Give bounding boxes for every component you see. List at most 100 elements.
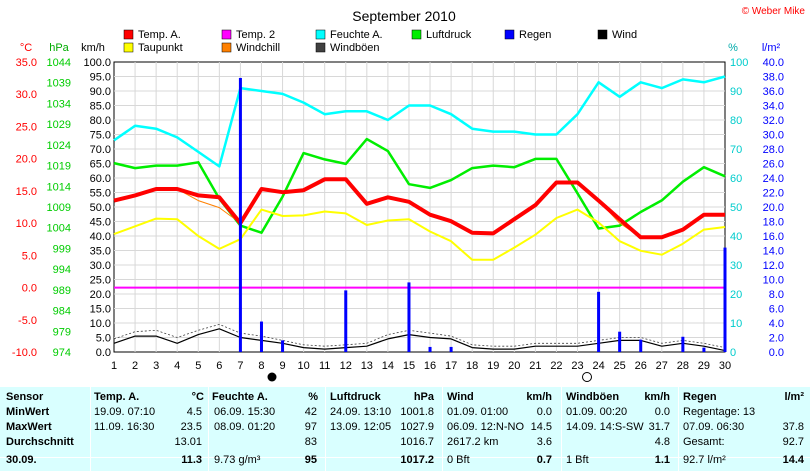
- x-tick-label: 15: [403, 360, 415, 372]
- pressure-tick-label: 1029: [47, 119, 71, 131]
- rain-bar: [702, 347, 706, 352]
- gust-time-cell: 01.09. 00:20: [566, 406, 628, 418]
- table-column-divider: [90, 387, 91, 471]
- legend-swatch: [221, 29, 232, 40]
- rain-bar: [428, 346, 432, 352]
- table-column-divider: [442, 387, 443, 471]
- pressure-time-cell: 24.09. 13:10: [330, 406, 392, 418]
- temp-tick-label: -5.0: [18, 315, 37, 327]
- temp-time-cell: 19.09. 07:10: [94, 406, 156, 418]
- wind-tick-label: 30.0: [90, 260, 111, 272]
- humidity-value-cell: 42: [304, 406, 317, 418]
- temp-tick-label: 5.0: [22, 250, 37, 262]
- rain-bar: [259, 321, 263, 352]
- x-tick-label: 5: [195, 360, 201, 372]
- temp-tick-label: 30.0: [16, 89, 37, 101]
- rain-text-cell: 92.7 l/m²: [683, 454, 726, 466]
- rain-tick-label: 28.0: [763, 144, 784, 156]
- wind-tick-label: 100.0: [83, 57, 111, 69]
- humidity-tick-label: 0: [730, 347, 736, 359]
- table-header-cell: Feuchte A.: [212, 391, 268, 403]
- legend-swatch: [504, 29, 515, 40]
- wind-tick-label: 70.0: [90, 144, 111, 156]
- temp-tick-label: -10.0: [12, 347, 37, 359]
- humidity-tick-label: 80: [730, 115, 742, 127]
- wind-value-cell: 0.0: [536, 406, 552, 418]
- rain-tick-label: 36.0: [763, 86, 784, 98]
- x-tick-label: 2: [132, 360, 138, 372]
- axis-ticks: 35.030.025.020.015.010.05.00.0-5.0-10.01…: [12, 57, 784, 372]
- gust-time-cell: 14.09. 14:S-SW: [566, 421, 644, 433]
- x-tick-label: 21: [529, 360, 541, 372]
- legend-swatch: [315, 42, 326, 53]
- wind-tick-label: 60.0: [90, 173, 111, 185]
- rain-bar: [597, 291, 601, 352]
- humidity-axis-unit: %: [728, 42, 738, 54]
- wind-value-cell: 3.6: [536, 436, 552, 448]
- rain-tick-label: 26.0: [763, 159, 784, 171]
- legend-label: Taupunkt: [138, 42, 183, 54]
- x-tick-label: 1: [111, 360, 117, 372]
- humidity-tick-label: 10: [730, 318, 742, 330]
- x-tick-label: 3: [153, 360, 159, 372]
- copyright-label: © Weber Mike: [742, 6, 806, 17]
- temp-value-cell: 4.5: [186, 406, 202, 418]
- x-tick-label: 12: [340, 360, 352, 372]
- table-column-divider: [208, 387, 209, 471]
- series-temp-a-line: [113, 177, 725, 240]
- statistics-table: Sensor Temp. A. °C Feuchte A.% Luftdruck hPa W…: [0, 387, 810, 471]
- legend-label: Feuchte A.: [330, 29, 383, 41]
- rain-bar: [639, 339, 643, 352]
- rain-tick-label: 18.0: [763, 217, 784, 229]
- x-tick-label: 30: [719, 360, 731, 372]
- humidity-tick-label: 60: [730, 173, 742, 185]
- table-header-cell: %: [308, 391, 318, 403]
- pressure-value-cell: 1027.9: [400, 421, 434, 433]
- rain-bar: [407, 282, 411, 352]
- x-tick-label: 14: [382, 360, 394, 372]
- rain-axis-unit: l/m²: [762, 42, 781, 54]
- x-tick-label: 18: [466, 360, 478, 372]
- rain-tick-label: 0.0: [769, 347, 784, 359]
- rain-tick-label: 14.0: [763, 246, 784, 258]
- legend: Temp. A. Temp. 2 Feuchte A. Luftdruck Regen W…: [123, 29, 637, 54]
- table-header-cell: km/h: [526, 391, 552, 403]
- rain-tick-label: 22.0: [763, 188, 784, 200]
- legend-swatch: [221, 42, 232, 53]
- gust-value-cell: 31.7: [648, 421, 670, 433]
- x-tick-label: 16: [424, 360, 436, 372]
- temp-value-cell: 23.5: [180, 421, 202, 433]
- temp-value-cell: 13.01: [174, 436, 202, 448]
- x-tick-label: 13: [361, 360, 373, 372]
- gust-value-cell: 4.8: [654, 436, 670, 448]
- x-tick-label: 10: [297, 360, 309, 372]
- x-tick-label: 28: [677, 360, 689, 372]
- rain-tick-label: 34.0: [763, 101, 784, 113]
- legend-swatch: [411, 29, 422, 40]
- legend-swatch: [597, 29, 608, 40]
- pressure-tick-label: 1034: [47, 98, 71, 110]
- chart-title: September 2010: [352, 8, 456, 24]
- x-tick-label: 23: [571, 360, 583, 372]
- pressure-value-cell: 1001.8: [400, 406, 434, 418]
- rain-tick-label: 2.0: [769, 333, 784, 345]
- table-header-cell: l/m²: [784, 391, 804, 403]
- table-header-cell: Wind: [447, 391, 474, 403]
- x-tick-label: 24: [592, 360, 604, 372]
- pressure-tick-label: 1044: [47, 57, 71, 69]
- rain-text-cell: Regentage: 13: [683, 406, 756, 418]
- pressure-value-cell: 1016.7: [400, 436, 434, 448]
- rain-tick-label: 32.0: [763, 115, 784, 127]
- rain-bar: [281, 340, 285, 352]
- rain-value-cell: 37.8: [782, 421, 804, 433]
- wind-tick-label: 35.0: [90, 246, 111, 258]
- wind-tick-label: 40.0: [90, 231, 111, 243]
- rain-bar: [449, 346, 453, 352]
- rain-tick-label: 6.0: [769, 304, 784, 316]
- pressure-tick-label: 984: [53, 306, 71, 318]
- pressure-tick-label: 1039: [47, 78, 71, 90]
- pressure-tick-label: 974: [53, 347, 71, 359]
- pressure-tick-label: 989: [53, 285, 71, 297]
- x-tick-label: 4: [174, 360, 180, 372]
- wind-time-cell: 0 Bft: [447, 454, 470, 466]
